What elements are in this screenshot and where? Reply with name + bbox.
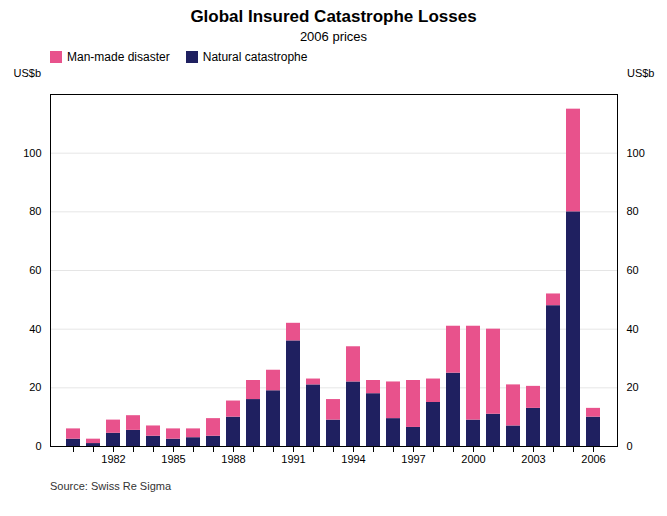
svg-text:US$b: US$b <box>627 67 655 79</box>
svg-text:20: 20 <box>627 381 639 393</box>
svg-text:0: 0 <box>35 440 41 452</box>
svg-text:60: 60 <box>29 264 41 276</box>
html-text:Man-made disaster: Man-made disaster <box>67 50 170 64</box>
svg-text:80: 80 <box>29 205 41 217</box>
svg-text:1991: 1991 <box>281 453 305 465</box>
svg-text:1988: 1988 <box>221 453 245 465</box>
html-text:Global Insured Catastrophe Los: Global Insured Catastrophe Losses <box>190 7 477 26</box>
svg-text:0: 0 <box>627 440 633 452</box>
svg-text:100: 100 <box>627 147 645 159</box>
svg-text:US$b: US$b <box>14 67 42 79</box>
svg-text:40: 40 <box>627 323 639 335</box>
html-text:Source: Swiss Re Sigma: Source: Swiss Re Sigma <box>50 480 171 492</box>
svg-text:1982: 1982 <box>101 453 125 465</box>
svg-text:2000: 2000 <box>461 453 485 465</box>
svg-text:20: 20 <box>29 381 41 393</box>
svg-text:2006: 2006 <box>581 453 605 465</box>
svg-text:60: 60 <box>627 264 639 276</box>
svg-text:80: 80 <box>627 205 639 217</box>
svg-text:1997: 1997 <box>401 453 425 465</box>
html-text:Natural catastrophe: Natural catastrophe <box>202 50 308 64</box>
svg-text:1994: 1994 <box>341 453 365 465</box>
svg-text:2003: 2003 <box>521 453 545 465</box>
html-text:2006 prices: 2006 prices <box>299 29 368 44</box>
svg-text:100: 100 <box>23 147 41 159</box>
svg-text:40: 40 <box>29 323 41 335</box>
svg-text:1985: 1985 <box>161 453 185 465</box>
